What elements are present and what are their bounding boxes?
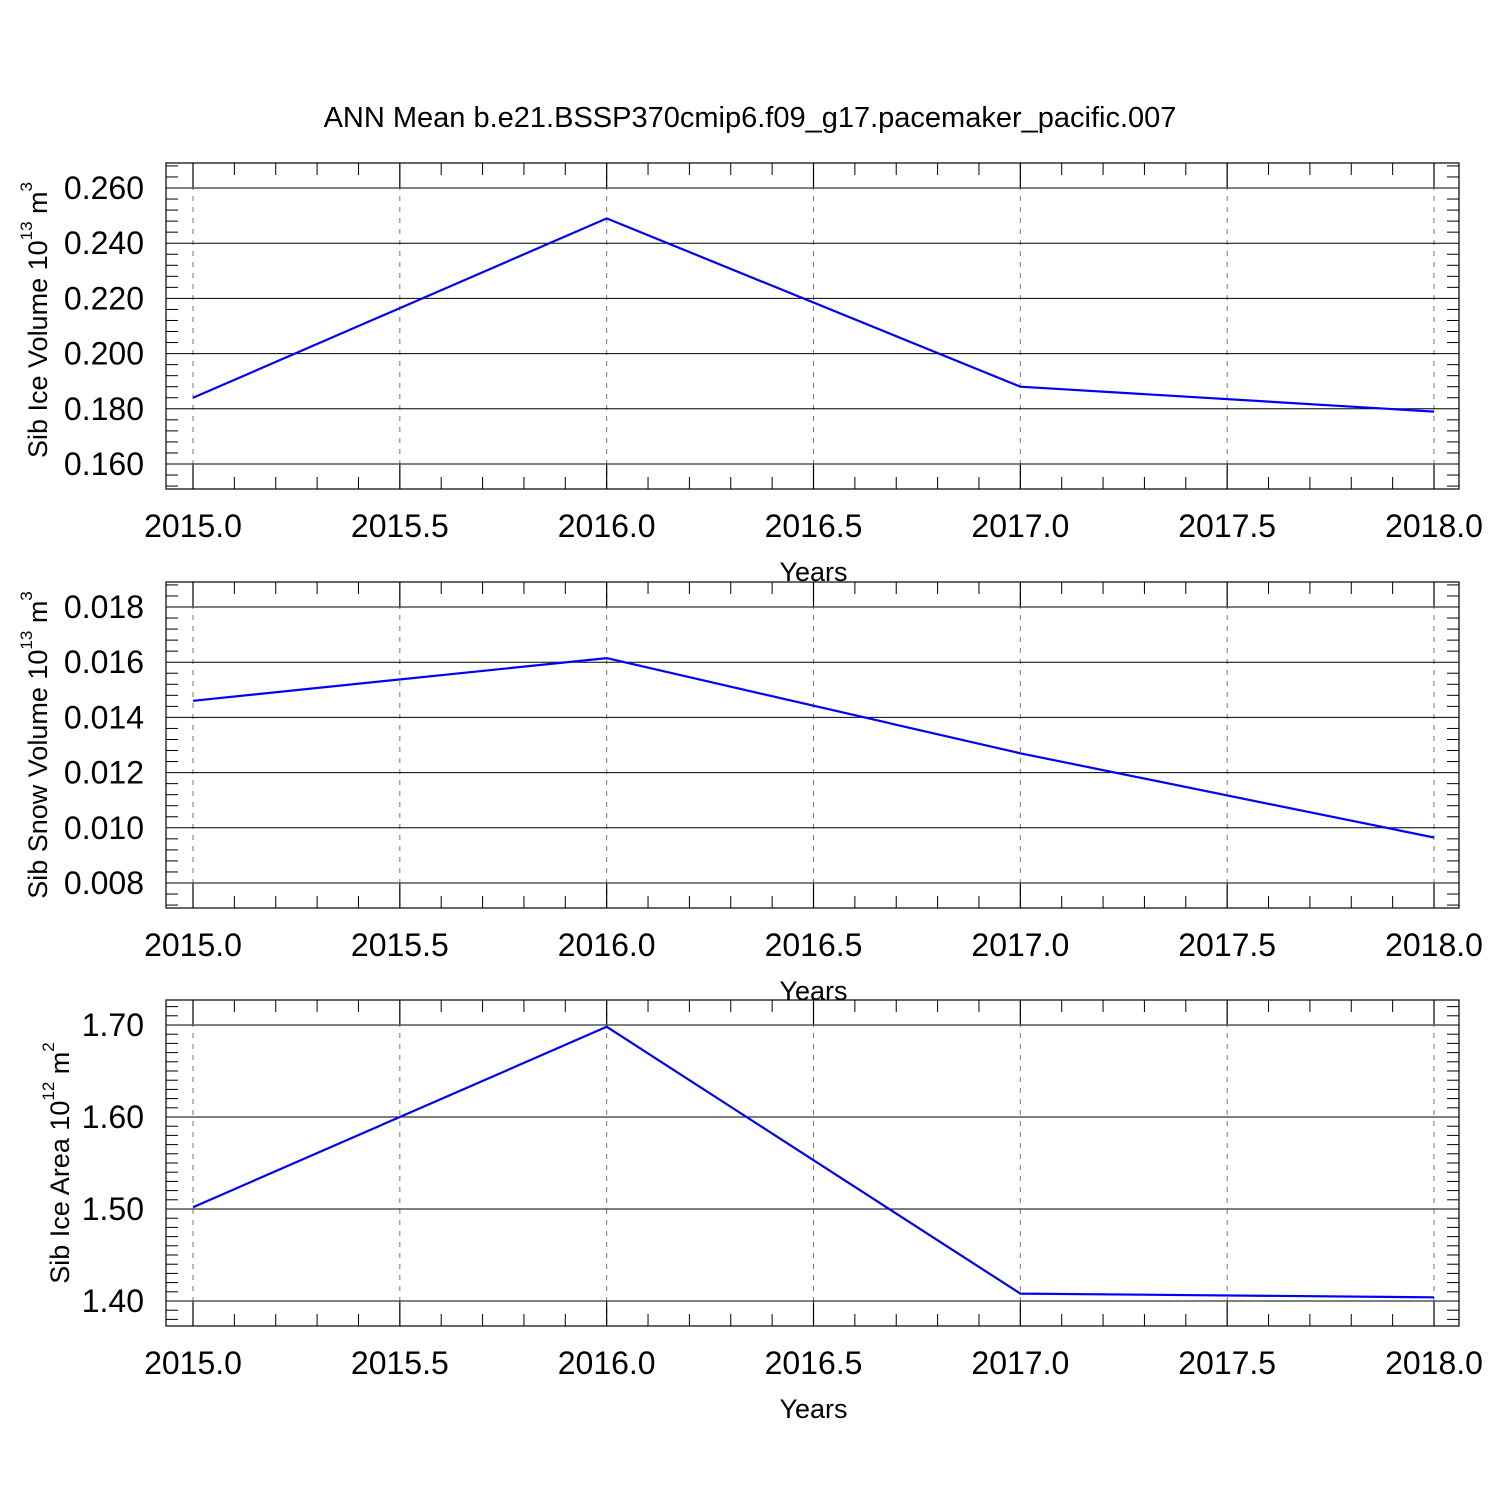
chart-panel-1: 2015.0 2015.5 2016.0 2016.5 2017.0 2017.5 2018…	[17, 162, 1483, 587]
x-tick-label: 2017.5	[1178, 508, 1276, 544]
y-tick-label: 0.260	[64, 170, 144, 206]
y-label-superscript: 13	[17, 221, 36, 240]
y-tick-label: 1.40	[82, 1283, 144, 1319]
y-axis-label: Sib Ice Area 1012 m2	[39, 1042, 75, 1284]
x-tick-label: 2016.5	[765, 1345, 863, 1381]
y-label-superscript: 13	[17, 631, 36, 650]
plot-frame	[165, 162, 1460, 490]
y-tick-label: 0.012	[64, 755, 144, 791]
x-tick-label: 2015.0	[144, 927, 242, 963]
y-label-text: m	[23, 601, 53, 631]
series-line	[192, 1025, 1435, 1299]
y-label-superscript: 3	[17, 182, 36, 191]
chart-panel-2: 2015.0 2015.5 2016.0 2016.5 2017.0 2017.5 2018…	[17, 581, 1483, 1006]
series-line	[192, 656, 1435, 839]
y-label-text: Sib Ice Area 10	[45, 1101, 75, 1284]
x-tick-label: 2017.5	[1178, 927, 1276, 963]
y-tick-label: 0.016	[64, 644, 144, 680]
x-tick-label: 2017.0	[971, 927, 1069, 963]
x-tick-label: 2016.5	[765, 508, 863, 544]
y-tick-label: 1.70	[82, 1007, 144, 1043]
plot-frame	[165, 999, 1460, 1327]
x-tick-label: 2017.0	[971, 1345, 1069, 1381]
x-tick-label: 2016.0	[558, 927, 656, 963]
x-tick-label: 2018.0	[1385, 1345, 1483, 1381]
x-tick-label: 2017.0	[971, 508, 1069, 544]
y-tick-label: 0.014	[64, 699, 144, 735]
x-tick-label: 2018.0	[1385, 508, 1483, 544]
series-line	[192, 217, 1435, 413]
y-axis-label: Sib Snow Volume 1013 m3	[17, 591, 53, 899]
y-label-text: Sib Ice Volume 10	[23, 240, 53, 458]
chart-panel-3: 2015.0 2015.5 2016.0 2016.5 2017.0 2017.5 2018…	[39, 999, 1483, 1424]
y-tick-label: 0.018	[64, 589, 144, 625]
y-label-text: m	[45, 1052, 75, 1082]
figure-title: ANN Mean b.e21.BSSP370cmip6.f09_g17.pace…	[324, 102, 1177, 134]
x-tick-label: 2015.5	[351, 508, 449, 544]
x-tick-label: 2015.5	[351, 1345, 449, 1381]
y-tick-label: 0.160	[64, 446, 144, 482]
y-tick-label: 0.008	[64, 865, 144, 901]
plot-frame	[165, 581, 1460, 909]
x-tick-label: 2015.0	[144, 508, 242, 544]
x-tick-label: 2016.0	[558, 508, 656, 544]
y-axis-label: Sib Ice Volume 1013 m3	[17, 182, 53, 458]
x-axis-label: Years	[779, 1394, 847, 1424]
y-label-text: m	[23, 191, 53, 221]
x-tick-label: 2016.0	[558, 1345, 656, 1381]
y-tick-label: 0.220	[64, 280, 144, 316]
y-label-text: Sib Snow Volume 10	[23, 650, 53, 899]
y-tick-label: 1.60	[82, 1099, 144, 1135]
y-label-superscript: 12	[39, 1082, 58, 1101]
x-tick-label: 2015.0	[144, 1345, 242, 1381]
y-label-superscript: 2	[39, 1042, 58, 1051]
y-tick-label: 0.200	[64, 336, 144, 372]
y-tick-label: 0.010	[64, 810, 144, 846]
y-label-superscript: 3	[17, 591, 36, 600]
x-tick-label: 2016.5	[765, 927, 863, 963]
x-tick-label: 2017.5	[1178, 1345, 1276, 1381]
y-tick-label: 0.240	[64, 225, 144, 261]
y-tick-label: 1.50	[82, 1191, 144, 1227]
x-tick-label: 2018.0	[1385, 927, 1483, 963]
y-tick-label: 0.180	[64, 391, 144, 427]
x-tick-label: 2015.5	[351, 927, 449, 963]
